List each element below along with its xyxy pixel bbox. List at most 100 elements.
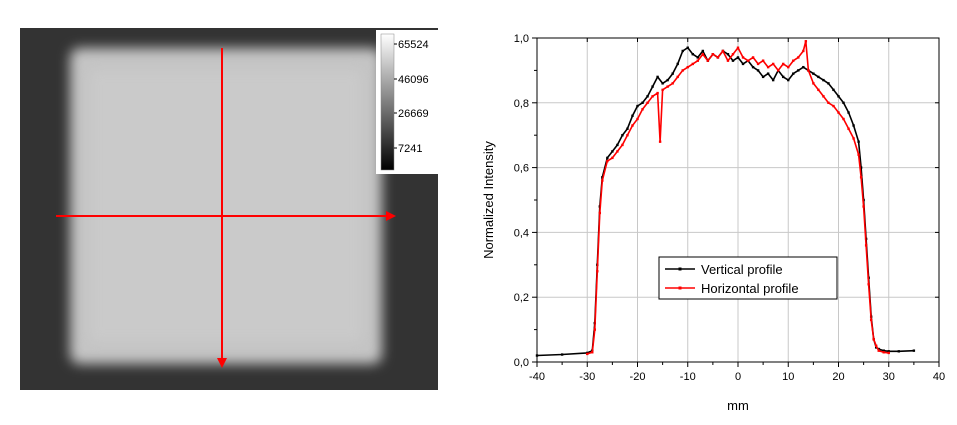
x-tick-label: 20 (832, 371, 844, 383)
data-point (912, 349, 916, 352)
data-point (741, 56, 745, 59)
data-point (626, 134, 629, 137)
data-point (847, 111, 850, 114)
data-point (817, 88, 820, 92)
data-point (651, 95, 654, 98)
data-point (792, 72, 795, 75)
legend: Vertical profile Horizontal profile (658, 256, 838, 300)
data-point (671, 72, 674, 75)
data-point (787, 78, 790, 82)
data-point (661, 88, 664, 92)
y-tick-label: 0,0 (514, 357, 529, 369)
data-point (777, 69, 780, 72)
data-point (701, 53, 705, 56)
data-point (681, 69, 684, 72)
data-point (859, 176, 863, 179)
data-point (586, 352, 589, 356)
data-point (560, 353, 564, 356)
data-point (751, 56, 755, 59)
data-point (782, 75, 785, 79)
data-point (766, 65, 770, 69)
data-point (804, 40, 808, 43)
x-tick-label: 10 (782, 371, 794, 383)
data-point (787, 65, 790, 69)
data-point (676, 75, 679, 79)
data-point (726, 59, 730, 62)
data-point (882, 349, 885, 352)
x-tick-label: 30 (883, 371, 895, 383)
data-point (887, 350, 890, 353)
data-point (736, 56, 740, 59)
data-point (857, 140, 860, 143)
data-point (731, 59, 735, 62)
data-point (847, 127, 850, 130)
illuminated-square-center (90, 70, 362, 342)
data-point (864, 244, 868, 247)
data-point (598, 211, 602, 215)
data-point (797, 69, 800, 72)
data-point (661, 82, 664, 85)
data-point (601, 179, 604, 182)
data-point (646, 101, 649, 104)
series-layer (535, 40, 916, 357)
data-point (797, 56, 800, 59)
data-point (706, 59, 710, 62)
data-point (867, 283, 870, 286)
y-tick-label: 0,6 (514, 163, 529, 175)
data-point (656, 75, 659, 79)
data-point (837, 95, 840, 98)
data-point (771, 78, 775, 82)
data-point (691, 53, 694, 56)
y-tick-label: 1,0 (514, 33, 529, 45)
data-point (874, 344, 878, 347)
data-point (852, 124, 855, 127)
data-point (691, 62, 694, 66)
data-point (771, 62, 775, 66)
data-point (671, 82, 674, 85)
data-point (626, 127, 629, 130)
data-point (862, 205, 865, 208)
colorbar-tick-label: 26669 (398, 108, 429, 120)
data-point (837, 111, 840, 114)
data-point (658, 140, 662, 143)
colorbar-tick-label: 65524 (398, 39, 429, 51)
data-point (822, 95, 825, 98)
data-point (761, 75, 765, 79)
y-tick-label: 0,4 (514, 227, 529, 239)
data-point (832, 88, 835, 92)
legend-box (658, 256, 838, 300)
colorbar-tick-label: 7241 (398, 143, 422, 155)
y-tick-label: 0,2 (514, 292, 529, 304)
data-point (596, 270, 599, 273)
data-point (877, 349, 880, 352)
data-point (761, 59, 765, 62)
legend-marker (678, 286, 682, 290)
data-point (606, 159, 609, 163)
data-point (887, 351, 890, 355)
colorbar-tick-label: 46096 (398, 74, 429, 86)
data-point (621, 134, 624, 137)
data-point (606, 156, 609, 160)
x-tick-label: -30 (579, 371, 595, 383)
data-point (782, 62, 785, 66)
data-point (746, 59, 750, 62)
data-point (631, 124, 634, 127)
data-point (812, 82, 815, 85)
profile-chart: -40 -30 -20 -10 0 10 20 30 400,00,20,40,60,81,0 … (481, 33, 945, 413)
data-point (872, 338, 875, 341)
series-line-0 (536, 46, 914, 357)
data-point (827, 82, 830, 85)
image-panel: 65524 46096 26669 7241 (0, 0, 450, 420)
data-point (817, 75, 820, 79)
data-point (631, 114, 634, 117)
intensity-image: 65524 46096 26669 7241 (20, 28, 438, 390)
data-point (721, 49, 725, 53)
axis-ticks: -40 -30 -20 -10 0 10 20 30 40 0,0 0,2 0,4 0,6 0,8 1,0 (514, 33, 945, 383)
data-point (666, 85, 669, 88)
data-point (859, 166, 863, 169)
x-tick-label: -40 (529, 371, 545, 383)
data-point (616, 143, 619, 147)
data-point (636, 117, 639, 121)
data-point (666, 78, 669, 82)
data-point (741, 62, 745, 66)
